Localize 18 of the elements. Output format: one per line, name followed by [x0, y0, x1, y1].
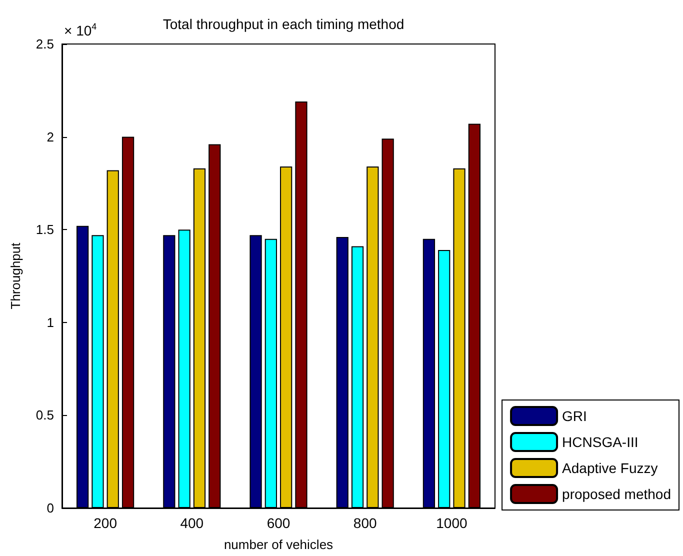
chart-title: Total throughput in each timing method — [162, 16, 404, 32]
legend-label: GRI — [562, 408, 587, 424]
y-tick-label: 1 — [46, 314, 54, 330]
y-tick-label: 2 — [46, 129, 54, 144]
legend-label: proposed method — [562, 486, 672, 502]
y-tick-label: 1.5 — [36, 222, 54, 238]
y-tick-label: 2.5 — [36, 36, 54, 52]
legend-label: HCNSGA-III — [562, 434, 638, 450]
y-tick-label: 0 — [46, 500, 54, 516]
x-tick-label: 800 — [353, 515, 377, 531]
x-tick-label: 400 — [180, 515, 204, 531]
legend-label: Adaptive Fuzzy — [562, 460, 658, 476]
y-tick-label: 0.5 — [36, 408, 54, 423]
y-axis-title: Throughput — [8, 242, 23, 310]
x-tick-label: 600 — [266, 515, 290, 531]
x-tick-label: 1000 — [436, 515, 468, 531]
x-tick-label: 200 — [94, 515, 118, 531]
x-axis-title: number of vehicles — [224, 537, 334, 552]
